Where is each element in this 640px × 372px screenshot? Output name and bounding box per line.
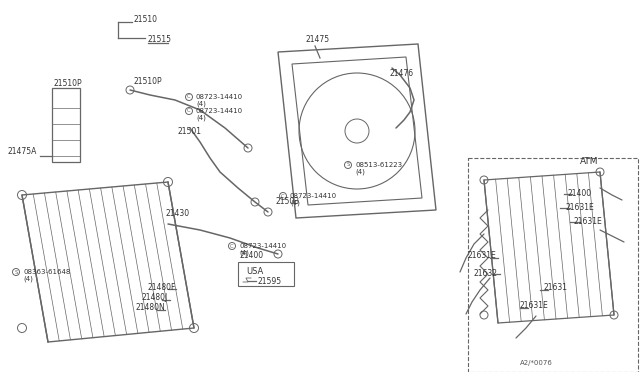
Text: (4): (4) [196, 101, 206, 107]
Text: C: C [187, 94, 191, 99]
Text: 21510: 21510 [133, 16, 157, 25]
Text: 08723-14410: 08723-14410 [196, 94, 243, 100]
Text: 21480N: 21480N [136, 304, 166, 312]
Text: 21631E: 21631E [565, 203, 594, 212]
Text: ATM: ATM [579, 157, 598, 166]
Text: 21475: 21475 [305, 35, 329, 45]
Text: A2/*0076: A2/*0076 [520, 360, 553, 366]
Text: USA: USA [246, 266, 263, 276]
Text: 21400: 21400 [567, 189, 591, 199]
Text: 21475A: 21475A [8, 148, 37, 157]
Text: C: C [281, 193, 285, 199]
Text: 21480F: 21480F [147, 282, 175, 292]
Text: 08513-61223: 08513-61223 [355, 162, 402, 168]
Text: 08723-14410: 08723-14410 [196, 108, 243, 114]
Text: (4): (4) [196, 115, 206, 121]
Text: 21632: 21632 [474, 269, 498, 279]
Text: 21631: 21631 [543, 283, 567, 292]
Text: S: S [14, 269, 18, 275]
Text: (4): (4) [290, 200, 300, 206]
Text: (4): (4) [23, 276, 33, 282]
Text: 21480J: 21480J [141, 292, 167, 301]
Text: 21510P: 21510P [53, 80, 82, 89]
Text: 21503: 21503 [275, 198, 299, 206]
Text: 21400: 21400 [239, 251, 263, 260]
Text: 21510P: 21510P [133, 77, 162, 87]
Text: 21595: 21595 [258, 276, 282, 285]
Text: S: S [346, 163, 349, 167]
Text: 21631E: 21631E [574, 218, 603, 227]
Text: 21476: 21476 [390, 70, 414, 78]
Text: 21430: 21430 [165, 209, 189, 218]
Text: 21515: 21515 [148, 35, 172, 45]
Text: 08723-14410: 08723-14410 [290, 193, 337, 199]
Text: 08363-61648: 08363-61648 [23, 269, 70, 275]
Text: 21501: 21501 [178, 128, 202, 137]
Text: (4): (4) [239, 250, 249, 256]
Text: C: C [187, 109, 191, 113]
Text: 08723-14410: 08723-14410 [239, 243, 286, 249]
Text: C: C [230, 244, 234, 248]
Text: 21631E: 21631E [520, 301, 548, 311]
Text: 21631E: 21631E [468, 251, 497, 260]
Text: (4): (4) [355, 169, 365, 175]
